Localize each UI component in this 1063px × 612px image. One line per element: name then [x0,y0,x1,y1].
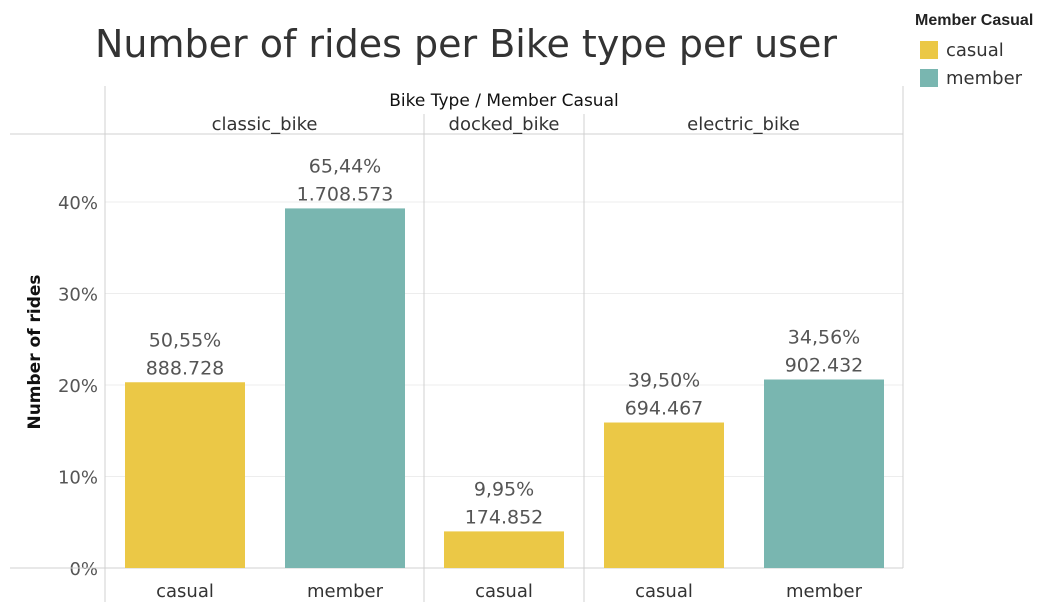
legend-swatch-casual [920,41,938,59]
data-label-count: 888.728 [146,357,225,379]
x-tick-label: member [307,581,384,602]
data-label-pct: 39,50% [628,370,700,392]
y-tick-label: 20% [58,376,98,397]
legend-swatch-member [920,69,938,87]
group-label-classic_bike: classic_bike [212,114,318,135]
group-label-docked_bike: docked_bike [449,114,560,135]
bar-electric_bike-casual [604,422,724,568]
data-label-pct: 65,44% [309,155,381,177]
y-tick-label: 10% [58,468,98,489]
legend-item-member[interactable]: member [915,64,1033,92]
group-label-electric_bike: electric_bike [687,114,800,135]
legend-label-casual: casual [946,39,1004,61]
data-label-count: 174.852 [465,506,544,528]
x-tick-label: casual [156,581,214,602]
y-tick-label: 0% [69,559,98,580]
y-tick-label: 40% [58,193,98,214]
bar-docked_bike-casual [444,531,564,568]
data-label-pct: 34,56% [788,327,860,349]
legend-title: Member Casual [915,12,1034,29]
bar-classic_bike-member [285,208,405,568]
x-tick-label: casual [635,581,693,602]
x-tick-label: casual [475,581,533,602]
data-label-count: 902.432 [785,355,864,377]
bar-classic_bike-casual [125,382,245,568]
data-label-pct: 50,55% [149,329,221,351]
y-axis-label: Number of rides [25,274,45,429]
data-label-count: 694.467 [625,398,704,420]
legend: Member Casual casual member [915,12,1033,92]
legend-label-member: member [946,67,1023,89]
header-label: Bike Type / Member Casual [389,91,618,111]
legend-item-casual[interactable]: casual [915,36,1033,64]
x-tick-label: member [786,581,863,602]
y-tick-label: 30% [58,285,98,306]
chart-title: Number of rides per Bike type per user [95,22,837,66]
bar-electric_bike-member [764,379,884,568]
data-label-count: 1.708.573 [297,183,394,205]
data-label-pct: 9,95% [474,478,534,500]
